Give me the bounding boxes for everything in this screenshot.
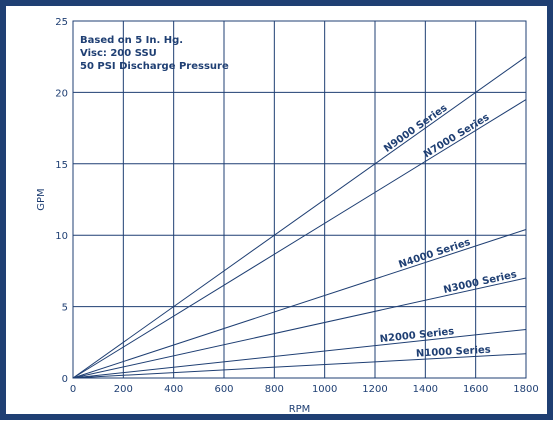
x-tick-label-7: 1400 bbox=[413, 384, 438, 395]
x-tick-label-4: 800 bbox=[265, 384, 284, 395]
chart-note-0: Based on 5 In. Hg. bbox=[80, 35, 183, 46]
x-axis-label: RPM bbox=[289, 404, 311, 415]
series-label-4: N2000 Series bbox=[379, 326, 455, 345]
series-line-0 bbox=[72, 56, 527, 379]
series-line-2 bbox=[72, 229, 527, 379]
x-tick-label-0: 0 bbox=[70, 384, 76, 395]
series-line-1 bbox=[72, 99, 527, 379]
chart-note-2: 50 PSI Discharge Pressure bbox=[80, 61, 229, 72]
plot-border bbox=[72, 20, 527, 379]
series-line-4 bbox=[72, 328, 527, 379]
y-tick-label-1: 5 bbox=[62, 303, 68, 314]
y-axis-label: GPM bbox=[36, 188, 47, 210]
chart-notes: Based on 5 In. Hg. Visc: 200 SSU 50 PSI Di… bbox=[80, 35, 229, 72]
chart-note-1: Visc: 200 SSU bbox=[80, 48, 157, 59]
x-tick-label-8: 1600 bbox=[463, 384, 488, 395]
series-label-5: N1000 Series bbox=[416, 345, 491, 360]
y-tick-label-2: 10 bbox=[55, 231, 68, 242]
series-lines bbox=[72, 56, 527, 379]
x-tick-label-1: 200 bbox=[114, 384, 133, 395]
y-tick-label-3: 15 bbox=[55, 160, 68, 171]
x-tick-label-6: 1200 bbox=[362, 384, 387, 395]
line-chart: 0 200 400 600 800 1000 1200 1400 1600 1800 0 5 10 15 2… bbox=[36, 17, 539, 415]
y-tick-label-5: 25 bbox=[55, 17, 68, 28]
y-tick-label-0: 0 bbox=[62, 374, 68, 385]
axes: 0 200 400 600 800 1000 1200 1400 1600 1800 0 5 10 15 2… bbox=[36, 17, 539, 415]
series-line-5 bbox=[72, 353, 527, 379]
y-tick-label-4: 20 bbox=[55, 88, 68, 99]
grid bbox=[72, 20, 527, 379]
x-tick-label-5: 1000 bbox=[312, 384, 337, 395]
x-tick-label-9: 1800 bbox=[513, 384, 538, 395]
x-tick-label-3: 600 bbox=[214, 384, 233, 395]
series-label-2: N4000 Series bbox=[397, 237, 472, 271]
x-tick-label-2: 400 bbox=[164, 384, 183, 395]
series-line-3 bbox=[72, 277, 527, 379]
